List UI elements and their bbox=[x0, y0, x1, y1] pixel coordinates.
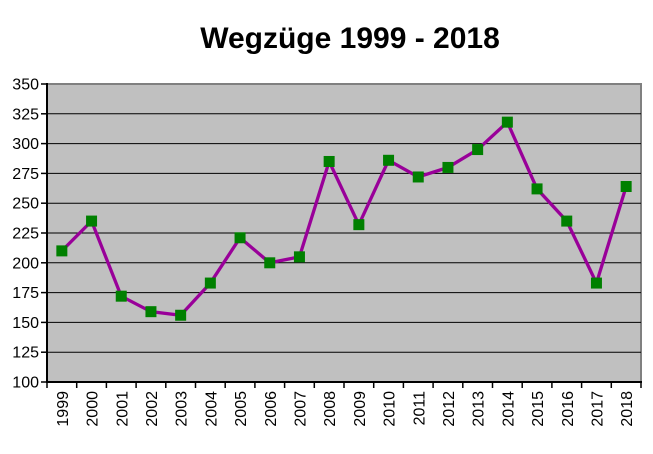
x-axis-label: 1999 bbox=[55, 391, 72, 427]
x-axis-label: 2018 bbox=[619, 391, 636, 427]
y-axis-label: 125 bbox=[12, 345, 39, 362]
data-point-marker bbox=[501, 116, 513, 128]
data-point-marker bbox=[204, 277, 216, 289]
y-axis-label: 100 bbox=[12, 375, 39, 392]
x-axis-label: 2009 bbox=[352, 391, 369, 427]
x-axis-label: 2015 bbox=[530, 391, 547, 427]
x-axis-label: 2001 bbox=[114, 391, 131, 427]
data-point-marker bbox=[293, 251, 305, 263]
y-axis-label: 275 bbox=[12, 166, 39, 183]
y-axis-label: 350 bbox=[12, 77, 39, 94]
x-axis-label: 2007 bbox=[292, 391, 309, 427]
x-axis-label: 2004 bbox=[203, 391, 220, 427]
data-point-marker bbox=[620, 181, 632, 193]
data-point-marker bbox=[264, 257, 276, 269]
x-axis-label: 2006 bbox=[263, 391, 280, 427]
data-point-marker bbox=[442, 161, 454, 173]
y-axis-label: 175 bbox=[12, 285, 39, 302]
x-axis-label: 2011 bbox=[411, 391, 428, 426]
data-point-marker bbox=[145, 306, 157, 318]
y-axis-label: 200 bbox=[12, 255, 39, 272]
x-axis-label: 2008 bbox=[322, 391, 339, 427]
data-point-marker bbox=[86, 215, 98, 227]
x-axis-label: 2016 bbox=[560, 391, 577, 427]
x-axis-label: 2017 bbox=[589, 391, 606, 427]
data-point-marker bbox=[561, 215, 573, 227]
data-point-marker bbox=[56, 245, 68, 257]
x-axis-label: 2002 bbox=[144, 391, 161, 427]
y-axis-label: 150 bbox=[12, 315, 39, 332]
data-point-marker bbox=[175, 309, 187, 321]
y-axis-label: 225 bbox=[12, 226, 39, 243]
data-point-marker bbox=[590, 277, 602, 289]
x-axis-label: 2005 bbox=[233, 391, 250, 427]
data-point-marker bbox=[383, 154, 395, 166]
data-point-marker bbox=[234, 232, 246, 244]
x-axis-label: 2014 bbox=[500, 391, 517, 427]
data-point-marker bbox=[472, 144, 484, 156]
data-point-marker bbox=[353, 219, 365, 231]
x-axis-label: 2003 bbox=[174, 391, 191, 427]
data-point-marker bbox=[115, 290, 127, 302]
x-axis-label: 2013 bbox=[471, 391, 488, 427]
data-point-marker bbox=[412, 171, 424, 183]
data-point-marker bbox=[531, 183, 543, 195]
y-axis-label: 250 bbox=[12, 196, 39, 213]
data-point-marker bbox=[323, 155, 335, 167]
chart-title: Wegzüge 1999 - 2018 bbox=[200, 22, 500, 55]
y-axis-label: 325 bbox=[12, 106, 39, 123]
x-axis-label: 2000 bbox=[85, 391, 102, 427]
x-axis-label: 2012 bbox=[441, 391, 458, 427]
x-axis-label: 2010 bbox=[382, 391, 399, 427]
y-axis-label: 300 bbox=[12, 136, 39, 153]
